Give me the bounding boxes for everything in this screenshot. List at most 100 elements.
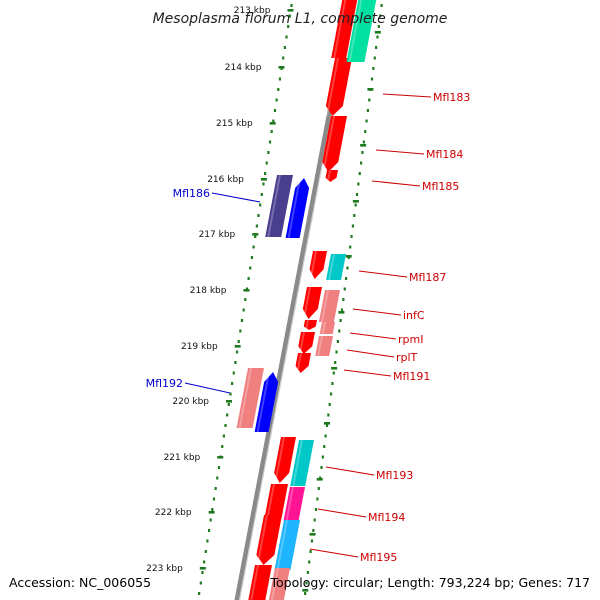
gene-infc-b-sheen: [320, 290, 329, 322]
outer-ring-dot: [355, 193, 359, 196]
label-leader-line: [346, 349, 395, 358]
gene-label-rpmi[interactable]: rpmI: [398, 333, 423, 346]
outer-ring-dot: [321, 455, 324, 459]
gene-rplt: [298, 332, 315, 354]
label-leader-line: [349, 332, 397, 340]
gene-mfl183-sheen: [325, 58, 339, 116]
gene-mfl194-b-sheen: [285, 487, 294, 521]
gene-rna-strip: [346, 0, 377, 62]
tick-mark: [309, 533, 316, 536]
inner-ring-dot: [242, 308, 245, 312]
inner-ring-dot: [209, 518, 212, 522]
inner-ring-dot: [277, 88, 280, 91]
inner-ring-dot: [212, 497, 216, 501]
gene-label-mfl186[interactable]: Mfl186: [173, 187, 210, 200]
outer-ring-dot: [338, 329, 341, 333]
gene-mfl187: [309, 251, 327, 279]
tick-mark: [338, 311, 345, 314]
gene-layer: [236, 0, 377, 600]
tick-label: 213 kbp: [234, 6, 271, 16]
gene-infc-sheen: [302, 287, 311, 319]
outer-ring-dot: [376, 35, 379, 39]
gene-label-mfl194[interactable]: Mfl194: [368, 511, 405, 524]
outer-ring-dot: [334, 361, 337, 364]
gene-rna-strip-sheen: [348, 0, 363, 62]
outer-ring-dot: [317, 487, 320, 490]
label-leader-line: [184, 382, 231, 394]
inner-ring-dot: [239, 329, 242, 333]
tick-mark: [234, 345, 241, 348]
tick-label: 215 kbp: [216, 119, 253, 129]
gene-mfl187-b-sheen: [328, 254, 335, 280]
tick-mark: [252, 233, 259, 236]
gene-rpmi: [303, 320, 317, 330]
gene-label-rplt[interactable]: rplT: [396, 351, 418, 364]
tick-mark: [324, 422, 331, 425]
gene-mfl193-sheen: [274, 437, 285, 483]
gene-mfl192: [254, 372, 279, 432]
outer-ring-dot: [360, 161, 363, 165]
gene-mfl196-b-sheen: [270, 568, 279, 600]
gene-label-mfl191[interactable]: Mfl191: [393, 370, 430, 383]
gene-mfl192-a-sheen: [238, 368, 252, 428]
outer-ring-dot: [380, 4, 383, 7]
outer-ring-dot: [346, 266, 349, 270]
tick-label: 221 kbp: [164, 453, 201, 463]
gene-label-mfl185[interactable]: Mfl185: [422, 180, 459, 193]
outer-ring-dot: [309, 550, 312, 553]
inner-ring-dot: [288, 14, 291, 18]
outer-ring-dot: [368, 98, 371, 102]
inner-ring-dot: [231, 382, 234, 385]
gene-mfl194-sheen: [266, 484, 275, 518]
gene-mfl185-sheen: [326, 170, 331, 182]
tick-mark: [243, 289, 250, 292]
outer-ring-dot: [364, 130, 367, 133]
gene-label-mfl187[interactable]: Mfl187: [409, 271, 446, 284]
label-leader-line: [317, 508, 367, 518]
gene-rplt-sheen: [298, 332, 305, 354]
outer-ring-dot: [310, 539, 314, 543]
inner-ring-dot: [263, 172, 267, 175]
gene-mfl195: [256, 515, 282, 565]
tick-mark: [331, 367, 338, 370]
tick-label: 222 kbp: [155, 508, 192, 518]
outer-ring-dot: [375, 46, 378, 49]
inner-ring-dot: [282, 56, 285, 60]
gene-mfl182: [331, 0, 358, 58]
inner-ring-dot: [268, 140, 272, 144]
gene-label-layer: Mfl183 Mfl184 Mfl185 Mfl186 Mfl187 infC rpmI rp…: [146, 91, 471, 564]
gene-label-mfl193[interactable]: Mfl193: [376, 469, 413, 482]
outer-ring-dot: [304, 592, 307, 595]
inner-ring-dot: [234, 361, 237, 364]
outer-ring-dot: [305, 581, 308, 585]
inner-ring-dot: [287, 25, 290, 28]
inner-ring-dot: [249, 266, 252, 270]
inner-ring-dot: [290, 4, 293, 7]
gene-mfl182-sheen: [333, 0, 347, 58]
gene-mfl195-b-sheen: [276, 520, 288, 570]
inner-ring-dot: [270, 130, 273, 133]
gene-mfl196: [248, 565, 272, 600]
outer-ring-dot: [320, 466, 323, 469]
outer-ring-dot: [351, 224, 355, 228]
outer-ring-dot: [350, 235, 353, 238]
tick-mark: [199, 567, 206, 570]
inner-ring-dot: [285, 35, 288, 39]
tick-mark: [316, 478, 323, 481]
gene-label-mfl183[interactable]: Mfl183: [433, 91, 470, 104]
inner-ring-dot: [232, 371, 235, 375]
gene-mfl192-sheen: [256, 372, 270, 432]
gene-label-mfl195[interactable]: Mfl195: [360, 551, 397, 564]
label-leader-line: [352, 308, 402, 316]
gene-label-mfl184[interactable]: Mfl184: [426, 148, 463, 161]
label-leader-line: [309, 548, 359, 558]
label-leader-line: [371, 180, 421, 187]
inner-ring-dot: [222, 434, 225, 438]
label-leader-line: [382, 93, 432, 98]
gene-label-infc[interactable]: infC: [403, 309, 425, 322]
gene-mfl196-b: [268, 568, 290, 600]
gene-label-mfl192[interactable]: Mfl192: [146, 377, 183, 390]
inner-ring-dot: [207, 529, 211, 532]
gene-mfl187-b: [326, 254, 346, 280]
